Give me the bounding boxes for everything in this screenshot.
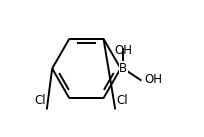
Text: OH: OH [144, 73, 162, 86]
Text: Cl: Cl [115, 94, 127, 107]
Text: OH: OH [114, 44, 132, 57]
Text: Cl: Cl [34, 94, 46, 107]
Text: B: B [119, 62, 127, 75]
